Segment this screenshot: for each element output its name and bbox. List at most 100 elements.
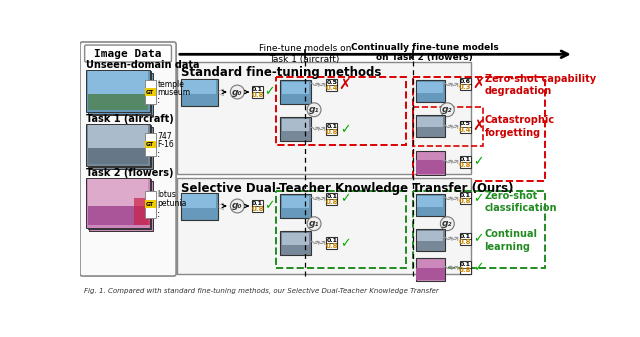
Bar: [145, 88, 156, 96]
FancyBboxPatch shape: [84, 45, 172, 62]
Text: F-16: F-16: [157, 140, 174, 149]
Bar: [177, 62, 472, 174]
Text: ✓: ✓: [264, 86, 275, 98]
Bar: [252, 86, 263, 98]
Text: ↝: ↝: [448, 261, 459, 274]
Bar: [413, 191, 545, 268]
Bar: [413, 108, 483, 146]
Text: ↝: ↝: [309, 192, 319, 205]
Text: ↝: ↝: [442, 261, 452, 274]
Text: lotus: lotus: [157, 190, 177, 199]
Bar: [460, 156, 470, 168]
Text: 0.8: 0.8: [252, 92, 264, 98]
Text: 0.8: 0.8: [252, 206, 264, 212]
Text: :: :: [157, 209, 160, 219]
Bar: [180, 79, 218, 106]
Bar: [145, 200, 156, 208]
Bar: [90, 127, 153, 169]
Bar: [326, 237, 337, 249]
Text: 0.8: 0.8: [326, 129, 338, 135]
Text: ✓: ✓: [340, 123, 350, 136]
Text: 0.1: 0.1: [460, 157, 470, 162]
Bar: [326, 123, 337, 135]
Text: 0.8: 0.8: [459, 162, 472, 168]
Text: ✓: ✓: [340, 237, 350, 250]
Text: g₁: g₁: [309, 219, 319, 228]
Text: g₂: g₂: [442, 219, 452, 228]
Bar: [417, 231, 444, 241]
Text: 0.4: 0.4: [459, 126, 472, 132]
Bar: [134, 198, 150, 225]
Text: 747: 747: [157, 132, 172, 141]
Text: 0.8: 0.8: [326, 243, 338, 249]
Circle shape: [230, 199, 244, 213]
Bar: [326, 193, 337, 205]
Text: ↝: ↝: [448, 120, 459, 133]
Text: 0.1: 0.1: [252, 201, 263, 206]
Text: 0.3: 0.3: [459, 84, 472, 90]
Bar: [177, 178, 472, 274]
Circle shape: [230, 85, 244, 99]
Text: 0.8: 0.8: [459, 239, 472, 245]
Bar: [145, 191, 156, 218]
Bar: [280, 194, 311, 218]
Text: ✓: ✓: [473, 192, 484, 205]
Text: ◁: ◁: [216, 87, 223, 97]
Text: ✓: ✓: [340, 192, 350, 206]
Bar: [413, 78, 545, 181]
Text: 0.1: 0.1: [326, 194, 337, 199]
Bar: [182, 194, 216, 208]
Bar: [88, 148, 148, 164]
Bar: [460, 121, 470, 133]
Text: Continual
learning: Continual learning: [484, 229, 538, 252]
FancyBboxPatch shape: [80, 42, 176, 276]
Bar: [460, 78, 470, 91]
Bar: [282, 119, 309, 131]
Circle shape: [307, 103, 321, 117]
Text: temple: temple: [157, 80, 184, 89]
Text: ↝: ↝: [309, 78, 319, 91]
Text: 0.1: 0.1: [252, 87, 263, 92]
Text: ✓: ✓: [473, 261, 484, 274]
Text: 0.1: 0.1: [460, 193, 470, 198]
Text: 0.1: 0.1: [326, 124, 337, 129]
Bar: [88, 71, 148, 94]
Text: ↝: ↝: [442, 120, 452, 133]
Text: GT: GT: [146, 142, 154, 147]
Text: ↝: ↝: [315, 78, 326, 91]
Text: ✓: ✓: [264, 200, 275, 213]
Bar: [88, 125, 151, 167]
Text: ↝: ↝: [309, 122, 319, 135]
Bar: [88, 94, 148, 110]
Text: Image Data: Image Data: [94, 49, 162, 59]
Text: 0.5: 0.5: [326, 80, 337, 85]
Bar: [415, 115, 445, 137]
Bar: [326, 79, 337, 91]
Text: 0.5: 0.5: [460, 121, 470, 126]
Bar: [417, 82, 444, 93]
Text: Catastrophic
forgetting: Catastrophic forgetting: [484, 116, 555, 138]
Text: Fine-tune models on
Task 1 (aircraft): Fine-tune models on Task 1 (aircraft): [259, 44, 351, 64]
Text: ↝: ↝: [448, 233, 459, 246]
Text: Selective Dual-Teacher Knowledge Transfer (Ours): Selective Dual-Teacher Knowledge Transfe…: [180, 182, 513, 195]
Text: 0.6: 0.6: [460, 79, 470, 84]
Bar: [415, 268, 445, 280]
Bar: [280, 81, 311, 103]
Bar: [252, 200, 263, 212]
Text: Fig. 1. Compared with standard fine-tuning methods, our Selective Dual-Teacher K: Fig. 1. Compared with standard fine-tuni…: [84, 288, 438, 294]
Text: :: :: [157, 95, 160, 105]
Bar: [282, 82, 309, 94]
Text: g₂: g₂: [442, 105, 452, 114]
Text: 0.1: 0.1: [460, 234, 470, 239]
Text: :: :: [157, 149, 160, 159]
Text: GT: GT: [146, 202, 154, 207]
Bar: [276, 191, 406, 268]
Bar: [145, 133, 156, 156]
Bar: [415, 229, 445, 251]
Bar: [86, 70, 150, 112]
Text: ◁: ◁: [216, 201, 223, 211]
Text: g₀: g₀: [232, 88, 243, 96]
Bar: [415, 151, 445, 175]
Text: 0.8: 0.8: [326, 199, 338, 205]
Bar: [145, 141, 156, 148]
